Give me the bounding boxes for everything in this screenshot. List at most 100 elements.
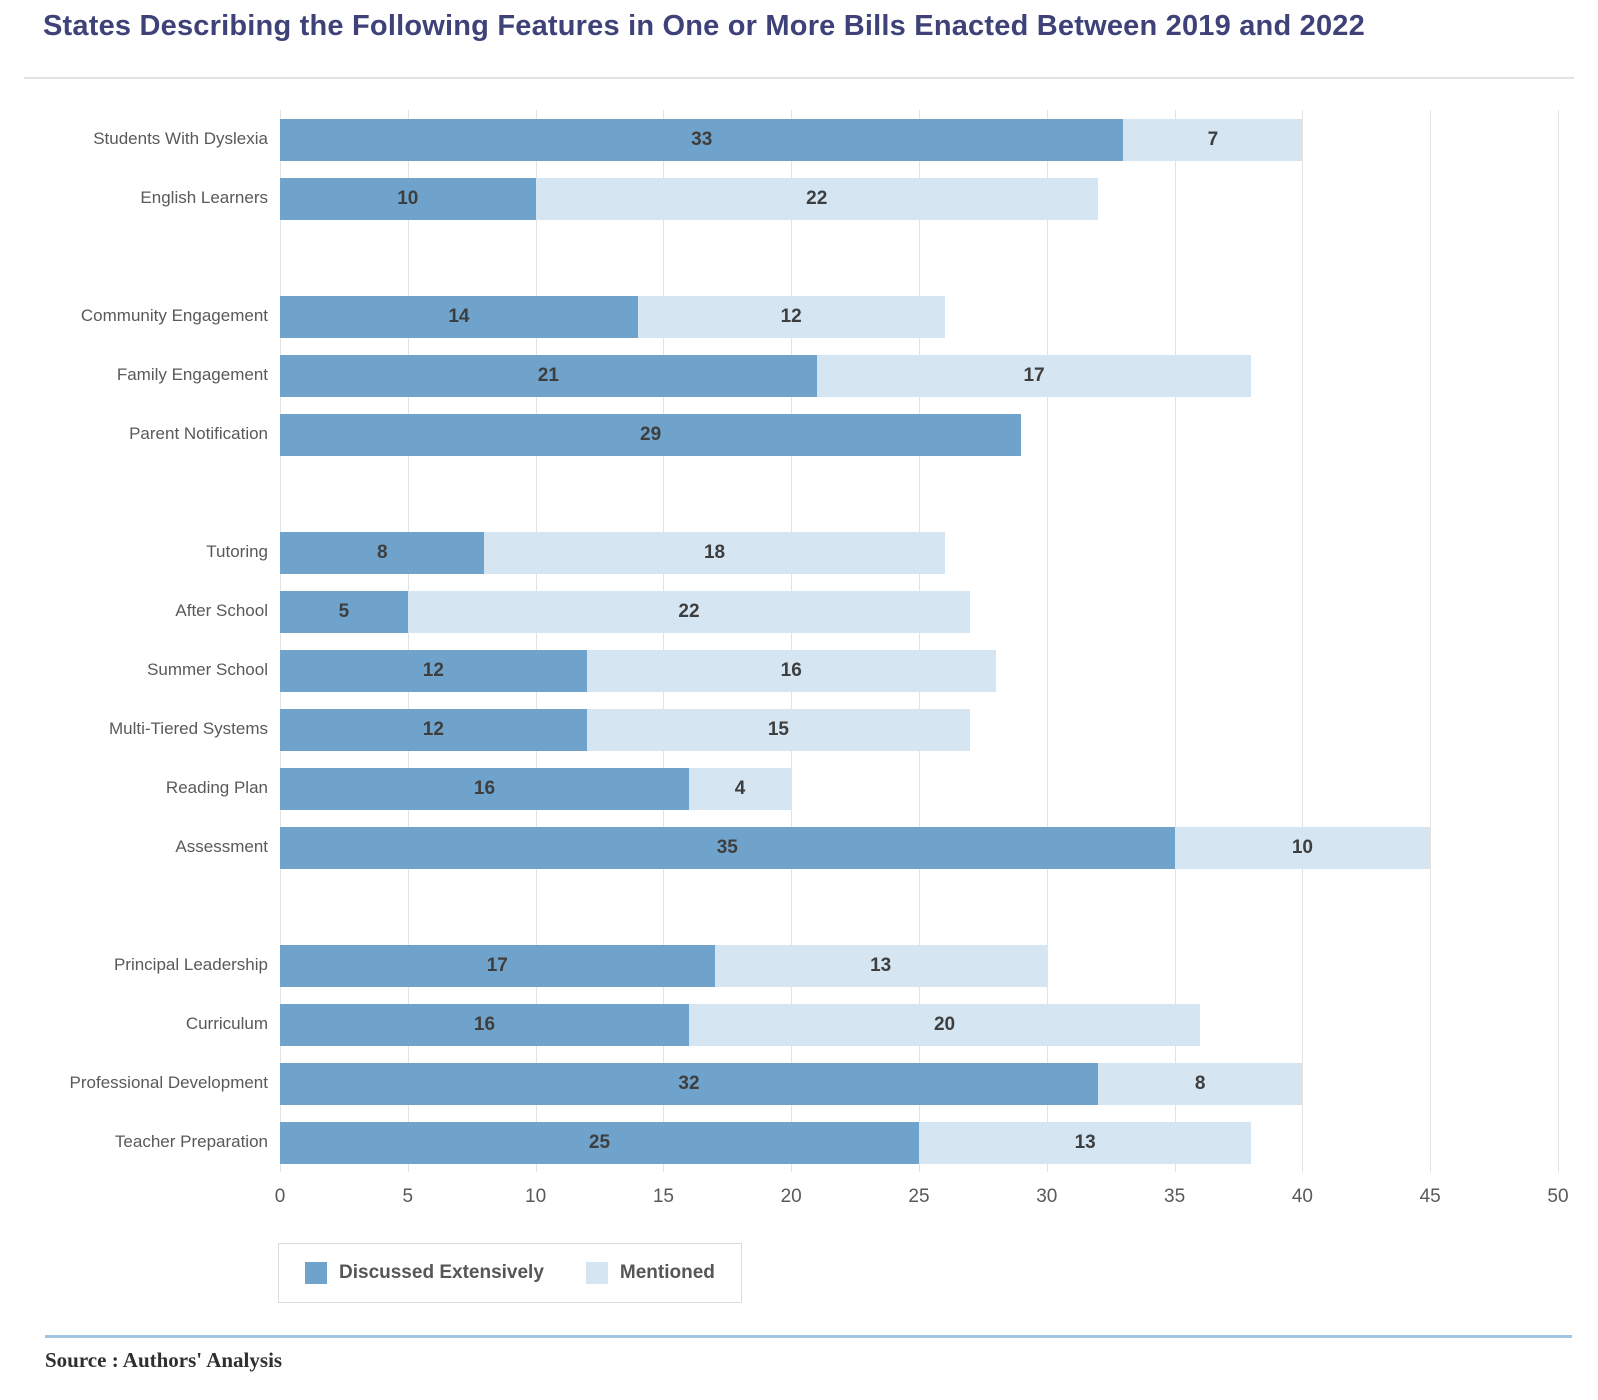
value-label: 16	[473, 777, 496, 799]
x-tick-label: 45	[1419, 1186, 1441, 1207]
category-label: Principal Leadership	[113, 955, 268, 975]
x-tick-label: 30	[1036, 1186, 1058, 1207]
x-tick-label: 20	[780, 1186, 802, 1207]
value-label: 10	[397, 187, 419, 209]
bar-row: Multi-Tiered Systems 12 15	[0, 700, 1558, 759]
bar-row: Reading Plan 16 4	[0, 759, 1558, 818]
value-label: 12	[422, 659, 444, 681]
bar-segment-discussed: 12	[280, 649, 587, 692]
bar-track: 12 15	[280, 708, 1558, 751]
value-label: 33	[691, 128, 713, 150]
value-label: 16	[473, 1013, 496, 1035]
bar-segment-discussed: 25	[280, 1121, 919, 1164]
bar-row: After School 5 22	[0, 582, 1558, 641]
bottom-divider	[45, 1335, 1572, 1338]
value-label: 25	[588, 1131, 611, 1153]
source-note: Source : Authors' Analysis	[45, 1348, 283, 1372]
bar-segment-mentioned: 22	[407, 590, 971, 633]
value-label: 20	[933, 1013, 956, 1035]
bar-segment-discussed: 17	[280, 944, 715, 987]
bar-row: Parent Notification 29	[0, 405, 1558, 464]
bar-track: 16 4	[280, 767, 1558, 810]
legend-item: Discussed Extensively	[305, 1262, 544, 1284]
bar-track: 17 13	[280, 944, 1558, 987]
bar-segment-discussed: 21	[280, 354, 817, 397]
value-label: 12	[780, 305, 802, 327]
bar-segment-mentioned: 8	[1097, 1062, 1303, 1105]
value-label: 32	[678, 1072, 700, 1094]
bar-rows: Students With Dyslexia 33 7 English Learner…	[0, 110, 1558, 1172]
bar-row: Assessment 35 10	[0, 818, 1558, 877]
bar-row: Principal Leadership 17 13	[0, 936, 1558, 995]
value-label: 12	[422, 718, 444, 740]
bar-segment-mentioned: 12	[637, 295, 945, 338]
legend: Discussed Extensively Mentioned	[278, 1243, 742, 1303]
bar-track: 8 18	[280, 531, 1558, 574]
bar-track: 33 7	[280, 118, 1558, 161]
bar-segment-discussed: 29	[280, 413, 1022, 456]
legend-item: Mentioned	[585, 1262, 715, 1284]
x-tick-label: 10	[525, 1186, 547, 1207]
category-label: English Learners	[140, 188, 268, 208]
value-label: 10	[1291, 836, 1313, 858]
value-label: 13	[870, 954, 892, 976]
bar-segment-discussed: 14	[280, 295, 638, 338]
bar-track: 29	[280, 413, 1558, 456]
legend-label: Discussed Extensively	[339, 1262, 544, 1283]
category-label: Summer School	[147, 660, 268, 680]
value-label: 29	[640, 423, 662, 445]
bar-row: Community Engagement 14 12	[0, 287, 1558, 346]
legend-label: Mentioned	[619, 1262, 715, 1283]
bar-segment-discussed: 35	[280, 826, 1175, 869]
value-label: 15	[767, 718, 789, 740]
x-tick-label: 50	[1547, 1186, 1569, 1207]
value-label: 22	[806, 187, 828, 209]
bar-segment-discussed: 16	[280, 1003, 689, 1046]
value-label: 18	[703, 541, 726, 563]
bar-row: Students With Dyslexia 33 7	[0, 110, 1558, 169]
value-label: 8	[376, 541, 388, 563]
x-tick-label: 35	[1164, 1186, 1186, 1207]
bar-track: 25 13	[280, 1121, 1558, 1164]
title-divider	[24, 77, 1574, 79]
bar-segment-discussed: 8	[280, 531, 485, 574]
category-label: Curriculum	[185, 1014, 268, 1034]
bar-segment-mentioned: 7	[1123, 118, 1303, 161]
value-label: 17	[1023, 364, 1045, 386]
bar-row: Professional Development 32 8	[0, 1054, 1558, 1113]
row-spacer	[0, 228, 1558, 287]
category-label: Parent Notification	[129, 424, 268, 444]
value-label: 22	[678, 600, 700, 622]
stacked-bar-chart: Students With Dyslexia 33 7 English Learner…	[0, 110, 1598, 1214]
value-label: 4	[734, 777, 746, 799]
value-label: 5	[338, 600, 350, 622]
bar-segment-discussed: 5	[280, 590, 408, 633]
bar-segment-discussed: 10	[280, 177, 536, 220]
bar-row: Curriculum 16 20	[0, 995, 1558, 1054]
bar-row: Family Engagement 21 17	[0, 346, 1558, 405]
bar-segment-mentioned: 22	[535, 177, 1098, 220]
category-label: Family Engagement	[116, 365, 268, 385]
bar-track: 32 8	[280, 1062, 1558, 1105]
row-spacer	[0, 464, 1558, 523]
bar-segment-mentioned: 20	[688, 1003, 1201, 1046]
bar-segment-discussed: 16	[280, 767, 689, 810]
category-label: Teacher Preparation	[114, 1132, 268, 1152]
bar-track: 10 22	[280, 177, 1558, 220]
bar-track: 12 16	[280, 649, 1558, 692]
category-label: Multi-Tiered Systems	[108, 719, 268, 739]
gridline	[1558, 110, 1559, 1172]
bar-segment-discussed: 32	[280, 1062, 1098, 1105]
x-tick-label: 40	[1291, 1186, 1313, 1207]
bar-row: English Learners 10 22	[0, 169, 1558, 228]
value-label: 14	[448, 305, 470, 327]
category-label: After School	[175, 601, 268, 621]
value-label: 16	[780, 659, 802, 681]
bar-track: 16 20	[280, 1003, 1558, 1046]
bar-segment-mentioned: 15	[586, 708, 971, 751]
chart-title: States Describing the Following Features…	[43, 10, 1365, 42]
bar-segment-mentioned: 18	[484, 531, 945, 574]
bar-segment-mentioned: 4	[688, 767, 792, 810]
bar-segment-mentioned: 16	[586, 649, 996, 692]
bar-segment-mentioned: 13	[919, 1121, 1252, 1164]
